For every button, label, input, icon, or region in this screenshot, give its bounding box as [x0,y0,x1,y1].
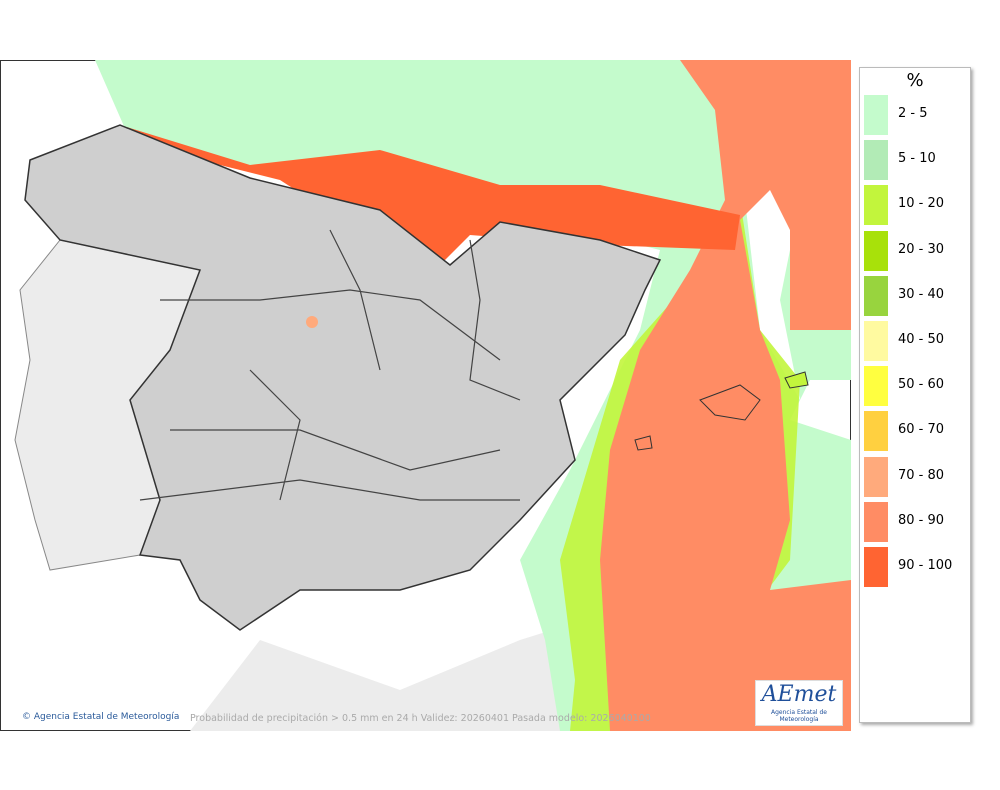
legend-label: 40 - 50 [898,332,945,347]
legend-item: 60 - 70 [864,411,968,452]
legend-item: 80 - 90 [864,501,968,542]
very-high-probability [120,125,740,265]
ibiza [634,435,653,451]
caption: Probabilidad de precipitación > 0.5 mm e… [190,713,651,724]
legend-swatch [864,321,888,361]
legend-swatch [864,366,888,407]
legend-item: 20 - 30 [864,230,968,271]
legend-label: 30 - 40 [898,286,945,302]
legend-label: 90 - 100 [898,558,953,573]
legend-item: 30 - 40 [864,275,968,316]
legend-label: 70 - 80 [898,467,945,483]
legend-swatch [864,275,888,316]
logo-subtitle: Agencia Estatal de Meteorología [770,709,827,723]
legend-swatch [864,411,888,452]
legend-title: % [906,70,924,91]
legend: % 2 - 5 5 - 10 10 - 20 20 - 30 30 - 40 40 - 5… [859,67,971,723]
legend-item: 40 - 50 [864,321,968,361]
legend-label: 2 - 5 [898,106,928,121]
regions [139,229,521,501]
legend-label: 50 - 60 [898,377,945,393]
legend-swatch [864,456,888,497]
logo-name: AEmet [761,682,837,707]
legend-swatch [864,230,888,271]
legend-label: 60 - 70 [898,422,945,438]
legend-label: 20 - 30 [898,241,945,257]
high-probability [200,60,851,731]
legend-swatch [864,547,888,587]
legend-item: 2 - 5 [864,95,968,135]
legend-label: 10 - 20 [898,196,945,212]
legend-item: 90 - 100 [864,547,968,587]
copyright: © Agencia Estatal de Meteorología [22,712,180,722]
legend-label: 5 - 10 [898,151,936,167]
local-rain [306,316,318,328]
logo: AEmet Agencia Estatal de Meteorología [755,680,843,726]
legend-item: 5 - 10 [864,140,968,181]
mallorca [699,384,761,421]
legend-swatch [864,95,888,135]
legend-label: 80 - 90 [898,512,945,528]
legend-swatch [864,501,888,542]
legend-swatch [864,185,888,226]
copyright-text: Agencia Estatal de Meteorología [33,712,180,722]
legend-item: 10 - 20 [864,185,968,226]
legend-swatch [864,140,888,181]
menorca [784,371,809,389]
spain [24,124,662,631]
map [0,60,851,731]
legend-item: 50 - 60 [864,366,968,407]
legend-item: 70 - 80 [864,456,968,497]
